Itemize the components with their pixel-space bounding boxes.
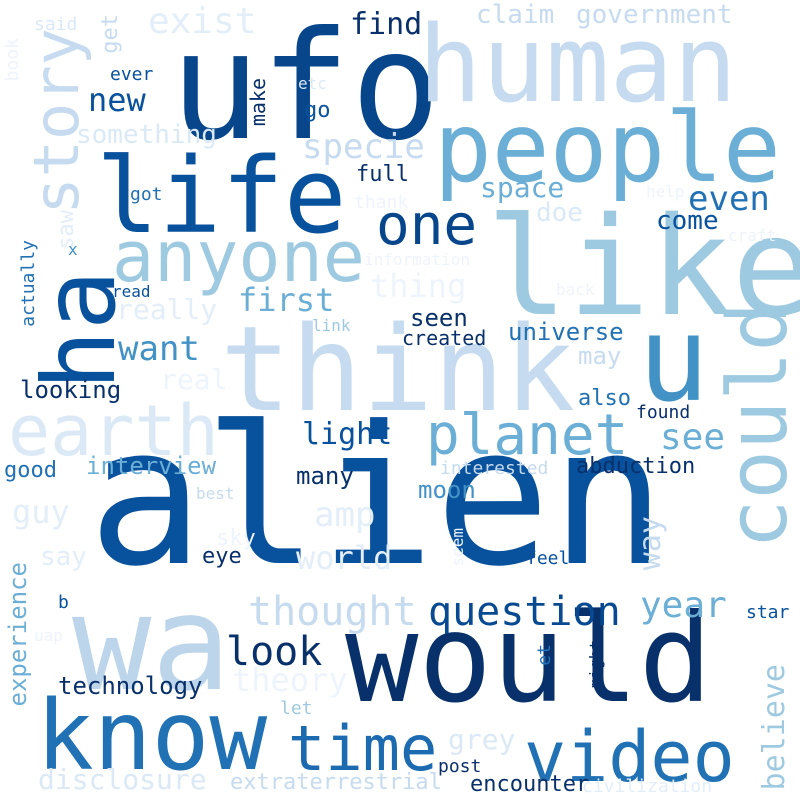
word: really <box>116 293 218 326</box>
word: get <box>98 14 123 54</box>
word: universe <box>508 318 624 346</box>
word: look <box>226 629 323 675</box>
word: created <box>402 326 487 350</box>
word: civilization <box>582 776 713 797</box>
word: way <box>633 516 668 571</box>
word: interested <box>440 458 549 479</box>
word: real <box>160 363 228 396</box>
word: disclosure <box>38 763 207 796</box>
word: world <box>296 539 393 577</box>
word: thought <box>248 589 417 635</box>
word: earth <box>8 390 219 472</box>
word: alien <box>88 386 666 609</box>
word: people <box>434 92 781 204</box>
word: looking <box>20 376 122 404</box>
word: got <box>130 184 163 205</box>
word: uap <box>34 626 63 645</box>
word: extraterrestrial <box>230 770 442 795</box>
word: feel <box>526 548 570 569</box>
word: video <box>524 716 735 798</box>
word: see <box>660 417 726 458</box>
word: doe <box>536 198 583 228</box>
word: wa <box>72 567 231 721</box>
word: help <box>646 182 685 201</box>
word: good <box>4 458 57 483</box>
word: best <box>196 484 235 503</box>
word: something <box>76 120 217 150</box>
word: year <box>640 585 727 626</box>
word: say <box>40 542 87 572</box>
word: claim <box>476 0 555 30</box>
word: specie <box>302 127 425 167</box>
word: believe <box>757 664 792 791</box>
word: make <box>246 78 270 127</box>
word: time <box>288 712 438 785</box>
word: u <box>638 290 710 428</box>
word: exist <box>148 1 257 42</box>
word: could <box>711 302 800 549</box>
word: light <box>302 417 393 452</box>
word: let <box>280 698 313 719</box>
word: thank <box>354 192 409 213</box>
word: may <box>578 342 622 370</box>
word: star <box>746 602 790 623</box>
word: planet <box>426 403 629 468</box>
word: space <box>480 171 565 204</box>
word: would <box>345 588 713 730</box>
word: etc <box>298 74 327 93</box>
word: technology <box>58 672 203 700</box>
word: x <box>68 240 78 259</box>
word: sky <box>216 526 256 551</box>
word: life <box>96 135 347 257</box>
word: government <box>576 0 733 30</box>
word: thing <box>370 267 467 305</box>
word: link <box>312 316 351 335</box>
word: many <box>296 462 354 490</box>
word: ufo <box>170 0 441 174</box>
word: back <box>556 280 595 299</box>
word: experience <box>4 562 32 707</box>
word: read <box>112 282 151 301</box>
word: post <box>438 756 482 777</box>
word: craft <box>728 226 777 245</box>
word: might <box>586 640 605 689</box>
word: one <box>376 193 478 258</box>
word: also <box>578 386 631 411</box>
word: go <box>304 98 331 123</box>
word: grey <box>448 723 516 756</box>
word: find <box>350 7 423 42</box>
word: book <box>2 38 23 82</box>
word: b <box>58 592 69 613</box>
word: question <box>428 589 621 635</box>
word: actually <box>18 240 39 327</box>
word: amp <box>314 495 376 535</box>
word: interview <box>86 452 217 480</box>
word: like <box>486 189 800 347</box>
word: said <box>34 14 78 35</box>
word: eye <box>202 544 242 569</box>
word: new <box>88 81 146 119</box>
word: seen <box>410 304 468 332</box>
word: found <box>636 402 691 423</box>
word: think <box>220 300 576 438</box>
word: ever <box>110 64 154 85</box>
word: come <box>656 206 719 236</box>
word: theory <box>232 661 348 699</box>
word: want <box>118 329 200 369</box>
word: seem <box>448 528 467 567</box>
word: abduction <box>576 454 696 479</box>
word: encounter <box>470 772 590 797</box>
word: human <box>418 3 738 126</box>
word: know <box>36 680 268 792</box>
word: information <box>364 250 470 269</box>
word: full <box>356 162 409 187</box>
word: first <box>238 281 335 319</box>
word: moon <box>418 476 476 504</box>
word: et <box>534 644 555 666</box>
word: anyone <box>112 216 365 298</box>
word: even <box>688 179 770 219</box>
word: guy <box>12 493 70 531</box>
